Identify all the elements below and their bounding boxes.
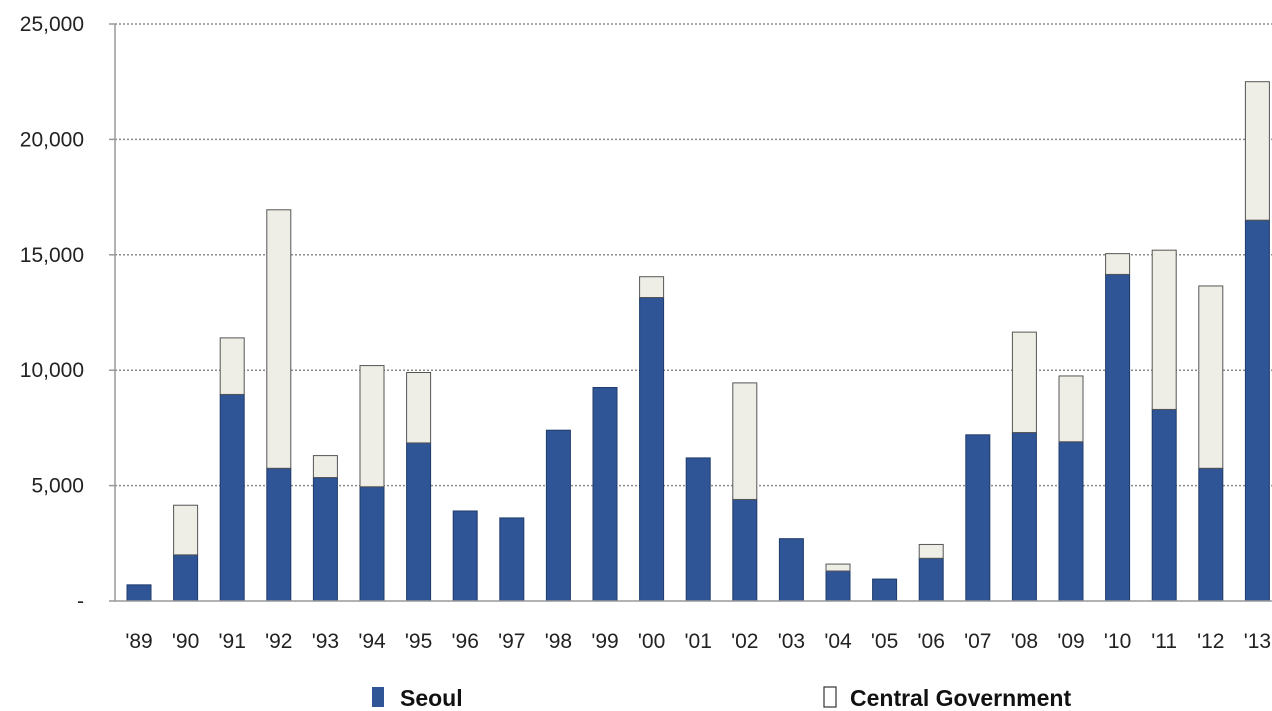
x-tick-label: '97 xyxy=(498,630,525,653)
x-tick-label: '00 xyxy=(638,630,665,653)
bar-seoul xyxy=(1058,441,1084,602)
x-axis-ticks: '89 '90 '91 '92 '93 '94 '95 '96 '97 '98 '99 '00 '01 '… xyxy=(125,630,1271,653)
x-tick-label: '13 xyxy=(1244,630,1271,653)
x-tick-label: '90 xyxy=(172,630,199,653)
x-tick-label: '91 xyxy=(219,630,246,653)
x-tick-label: '12 xyxy=(1197,630,1224,653)
legend-swatch-central-government xyxy=(823,686,837,708)
bar-seoul xyxy=(1198,467,1224,602)
bar-seoul xyxy=(965,434,991,602)
x-tick-label: '99 xyxy=(591,630,618,653)
legend-label-seoul: Seoul xyxy=(400,685,463,711)
y-tick-label: 10,000 xyxy=(20,359,84,382)
bar-seoul xyxy=(732,498,758,602)
bar-central-government xyxy=(173,504,199,556)
y-tick-label: - xyxy=(77,590,84,613)
y-tick-label: 15,000 xyxy=(20,244,84,267)
bar-seoul xyxy=(126,584,152,602)
bar-central-government xyxy=(266,209,292,469)
bar-seoul xyxy=(359,486,385,602)
bar-central-government xyxy=(639,276,665,298)
legend-swatch-seoul xyxy=(372,687,384,707)
x-tick-label: '89 xyxy=(125,630,152,653)
bar-seoul xyxy=(452,510,478,602)
x-tick-label: '02 xyxy=(731,630,758,653)
x-tick-label: '95 xyxy=(405,630,432,653)
x-tick-label: '98 xyxy=(545,630,572,653)
bar-central-government xyxy=(732,382,758,500)
x-tick-label: '09 xyxy=(1057,630,1084,653)
bar-seoul xyxy=(592,387,618,602)
bar-central-government xyxy=(219,337,245,395)
bar-central-government xyxy=(1151,249,1177,410)
bar-seoul xyxy=(1011,432,1037,602)
bar-seoul xyxy=(173,554,199,602)
bar-seoul xyxy=(219,393,245,602)
bar-seoul xyxy=(266,467,292,602)
x-tick-label: '92 xyxy=(265,630,292,653)
bar-seoul xyxy=(499,517,525,602)
y-tick-label: 20,000 xyxy=(20,128,84,151)
bar-central-government xyxy=(1105,253,1131,275)
bar-seoul xyxy=(918,557,944,602)
y-tick-label: 5,000 xyxy=(31,475,84,498)
x-tick-label: '06 xyxy=(918,630,945,653)
x-tick-label: '04 xyxy=(824,630,852,653)
bar-central-government xyxy=(1011,331,1037,434)
bar-seoul xyxy=(1151,408,1177,602)
bar-central-government xyxy=(359,365,385,488)
bar-seoul xyxy=(1105,273,1131,602)
bar-seoul xyxy=(545,429,571,602)
bar-central-government xyxy=(406,372,432,444)
x-tick-label: '07 xyxy=(964,630,991,653)
x-tick-label: '96 xyxy=(452,630,479,653)
x-tick-label: '01 xyxy=(685,630,712,653)
bar-seoul xyxy=(825,570,851,602)
y-axis-ticks: - 5,000 10,000 15,000 20,000 25,000 xyxy=(20,13,115,613)
x-tick-label: '10 xyxy=(1104,630,1131,653)
x-tick-label: '05 xyxy=(871,630,898,653)
bar-seoul xyxy=(406,442,432,602)
bar-central-government xyxy=(918,543,944,559)
bar-seoul xyxy=(778,538,804,602)
bar-seoul xyxy=(312,477,338,602)
bars-group xyxy=(126,81,1270,602)
x-tick-label: '94 xyxy=(358,630,386,653)
bar-seoul xyxy=(639,296,665,602)
bar-central-government xyxy=(312,455,338,479)
legend: Seoul Central Government xyxy=(372,685,1071,711)
bar-central-government xyxy=(825,563,851,572)
bar-central-government xyxy=(1058,375,1084,443)
bar-central-government xyxy=(1244,81,1270,221)
bar-seoul xyxy=(1244,219,1270,602)
y-tick-label: 25,000 xyxy=(20,13,84,36)
bar-central-government xyxy=(1198,285,1224,469)
legend-label-central-government: Central Government xyxy=(850,685,1071,711)
x-tick-label: '03 xyxy=(778,630,805,653)
x-tick-label: '11 xyxy=(1151,630,1177,653)
x-tick-label: '08 xyxy=(1011,630,1038,653)
bar-seoul xyxy=(872,578,898,602)
x-tick-label: '93 xyxy=(312,630,339,653)
bar-seoul xyxy=(685,457,711,602)
